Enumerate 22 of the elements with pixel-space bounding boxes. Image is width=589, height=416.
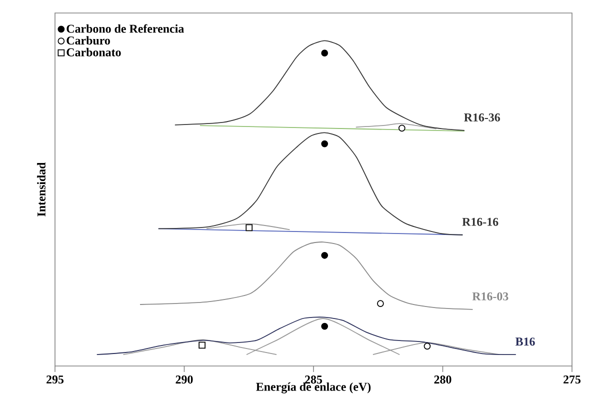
legend-label: Carbono de Referencia	[66, 24, 184, 33]
point	[321, 50, 328, 56]
point	[398, 124, 406, 132]
x-tick-label: 290	[176, 376, 193, 384]
legend-label: Carburo	[66, 36, 110, 45]
series-label: R16-03	[472, 292, 508, 300]
series-label: R16-16	[462, 218, 498, 226]
point	[246, 224, 253, 232]
point	[321, 252, 328, 259]
x-tick-label: 275	[564, 376, 581, 384]
point	[377, 300, 384, 307]
y-axis-title: Intensidad	[37, 162, 46, 216]
point	[424, 342, 431, 350]
point	[321, 140, 328, 148]
legend-label: Carbonato	[66, 48, 121, 56]
x-tick-label: 280	[434, 376, 452, 384]
series-label: R16-36	[464, 113, 500, 122]
point	[321, 322, 328, 330]
point	[198, 342, 206, 349]
x-tick-label: 285	[305, 376, 322, 384]
x-tick-label: 295	[46, 376, 64, 384]
series-label: B16	[515, 338, 535, 346]
